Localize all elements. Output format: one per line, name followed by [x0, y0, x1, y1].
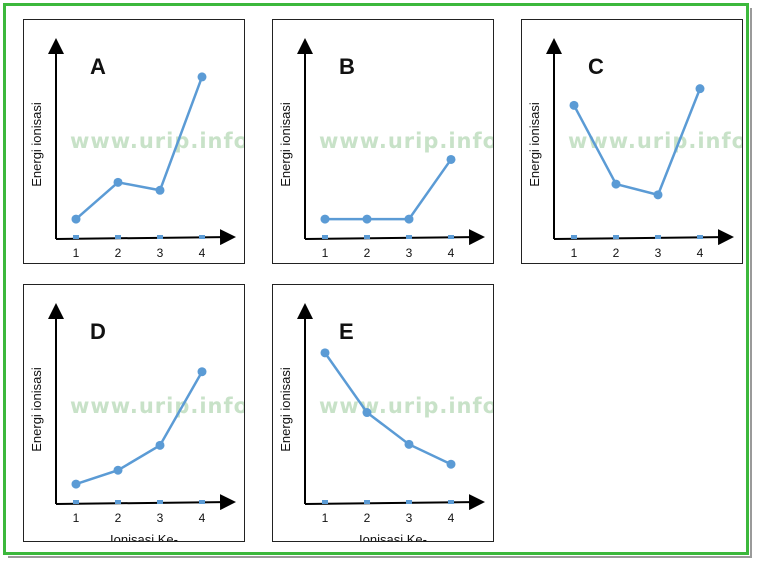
x-tick-mark: [613, 235, 619, 239]
x-tick-mark: [697, 235, 703, 239]
x-tick-mark: [322, 235, 328, 239]
x-tick-label: 2: [115, 511, 122, 525]
x-tick-mark: [199, 500, 205, 504]
x-tick-label: 4: [697, 246, 704, 260]
panel-letter: C: [588, 54, 604, 79]
x-axis-label: Ionisasi Ke-: [359, 532, 427, 541]
x-tick-label: 4: [199, 511, 206, 525]
x-tick-mark: [406, 500, 412, 504]
x-tick-label: 3: [157, 246, 164, 260]
chart-svg: www.urip.info1234AIonisasi Ke-Energi ion…: [29, 38, 244, 260]
x-tick-mark: [448, 500, 454, 504]
x-tick-mark: [322, 500, 328, 504]
watermark-text: www.urip.info: [319, 394, 493, 418]
x-tick-mark: [364, 500, 370, 504]
watermark-text: www.urip.info: [319, 129, 493, 153]
data-point: [113, 177, 123, 187]
panel-letter: B: [339, 54, 355, 79]
data-point: [446, 154, 456, 164]
chart-panel: www.urip.info1234AIonisasi Ke-Energi ion…: [23, 19, 245, 264]
x-tick-mark: [73, 235, 79, 239]
chart-panel: www.urip.info 1 2 3 4 E Ionisasi Ke- Energi ion…: [272, 284, 494, 542]
data-point: [362, 408, 372, 418]
x-tick-label: 1: [571, 246, 578, 260]
x-tick-label: 2: [364, 511, 371, 525]
data-point: [113, 465, 123, 475]
data-point: [653, 190, 663, 200]
x-axis: [553, 229, 734, 246]
data-point: [320, 214, 330, 224]
x-tick-mark: [73, 500, 79, 504]
x-axis-label: Ionisasi Ke-: [110, 532, 178, 541]
chart-svg: www.urip.info 1 2 3 4 E Ionisasi Ke- Energi ion…: [278, 303, 493, 541]
x-tick-mark: [115, 235, 121, 239]
x-tick-mark: [655, 235, 661, 239]
x-tick-mark: [364, 235, 370, 239]
x-tick-mark: [571, 235, 577, 239]
x-tick-label: 3: [406, 246, 413, 260]
x-tick-mark: [199, 235, 205, 239]
x-axis: [304, 229, 485, 246]
x-axis: [55, 494, 236, 511]
data-point: [155, 440, 165, 450]
x-tick-label: 1: [322, 246, 329, 260]
panel-letter: E: [339, 319, 354, 344]
x-tick-mark: [157, 500, 163, 504]
series-line: [325, 158, 453, 221]
x-tick-label: 3: [655, 246, 662, 260]
data-point: [569, 100, 579, 110]
data-point: [155, 185, 165, 195]
data-point: [695, 84, 705, 94]
x-tick-label: 2: [613, 246, 620, 260]
panel-letter: A: [90, 54, 106, 79]
x-tick-label: 2: [115, 246, 122, 260]
y-axis-label: Energi ionisasi: [527, 102, 542, 187]
data-point: [404, 214, 414, 224]
data-point: [197, 367, 207, 377]
x-tick-mark: [157, 235, 163, 239]
x-tick-label: 3: [157, 511, 164, 525]
chart-panel: www.urip.info1234BIonisasi Ke-Energi ion…: [272, 19, 494, 264]
y-axis-label: Energi ionisasi: [278, 102, 293, 187]
x-tick-label: 1: [73, 246, 80, 260]
data-point: [197, 72, 207, 82]
chart-panel: www.urip.info1234CIonisasi Ke-Energi ion…: [521, 19, 743, 264]
data-point: [362, 214, 372, 224]
y-axis-label: Energi ionisasi: [29, 102, 44, 187]
watermark-text: www.urip.info: [70, 394, 244, 418]
series-line: [75, 371, 204, 486]
x-tick-mark: [448, 235, 454, 239]
series-line: [572, 88, 702, 197]
x-tick-label: 4: [448, 511, 455, 525]
data-point: [71, 214, 81, 224]
x-tick-label: 3: [406, 511, 413, 525]
data-point: [71, 479, 81, 489]
x-tick-label: 4: [199, 246, 206, 260]
x-tick-label: 2: [364, 246, 371, 260]
chart-panel: www.urip.info 1 2 3 4 D Ionisasi Ke- Energi ion…: [23, 284, 245, 542]
x-axis: [304, 494, 485, 511]
x-tick-label: 4: [448, 246, 455, 260]
x-tick-label: 1: [73, 511, 80, 525]
chart-svg: www.urip.info1234CIonisasi Ke-Energi ion…: [527, 38, 742, 260]
data-point: [611, 179, 621, 189]
panel-letter: D: [90, 319, 106, 344]
x-tick-label: 1: [322, 511, 329, 525]
watermark-text: www.urip.info: [70, 129, 244, 153]
chart-svg: www.urip.info 1 2 3 4 D Ionisasi Ke- Energi ion…: [29, 303, 244, 541]
y-axis-label: Energi ionisasi: [29, 367, 44, 452]
chart-svg: www.urip.info1234BIonisasi Ke-Energi ion…: [278, 38, 493, 260]
series-line: [75, 76, 204, 221]
series-line: [323, 352, 452, 466]
data-point: [446, 459, 456, 469]
x-tick-mark: [406, 235, 412, 239]
data-point: [404, 439, 414, 449]
x-axis: [55, 229, 236, 246]
data-point: [320, 348, 330, 358]
x-tick-mark: [115, 500, 121, 504]
y-axis-label: Energi ionisasi: [278, 367, 293, 452]
